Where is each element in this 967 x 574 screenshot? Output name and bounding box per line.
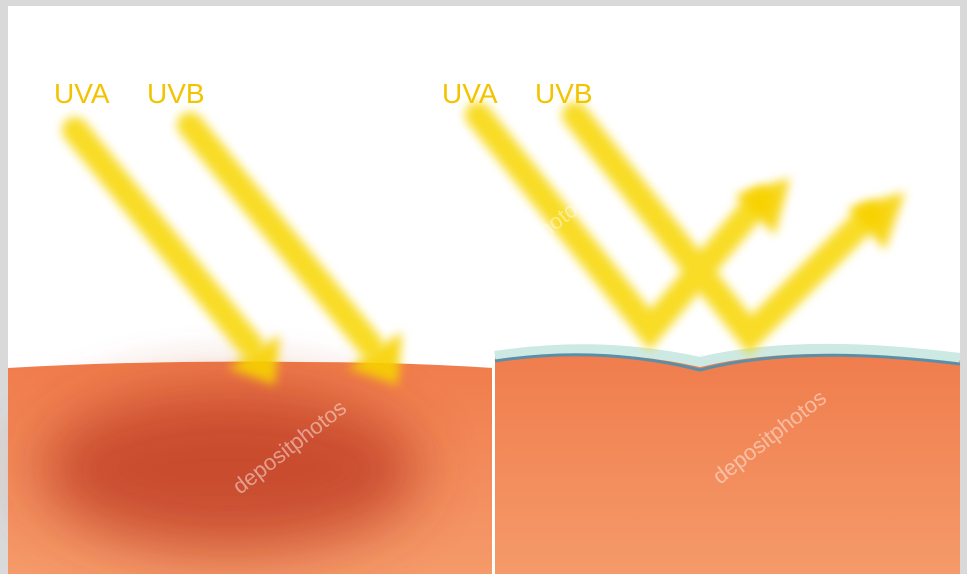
skin-damage bbox=[40, 390, 420, 550]
page: UVA UVB UVA UVB depositphotos depositpho… bbox=[0, 0, 967, 574]
illustration: UVA UVB UVA UVB depositphotos depositpho… bbox=[0, 0, 967, 574]
uvb-label: UVB bbox=[147, 78, 205, 109]
uvb-label: UVB bbox=[535, 78, 593, 109]
uva-label: UVA bbox=[54, 78, 110, 109]
uva-label: UVA bbox=[442, 78, 498, 109]
